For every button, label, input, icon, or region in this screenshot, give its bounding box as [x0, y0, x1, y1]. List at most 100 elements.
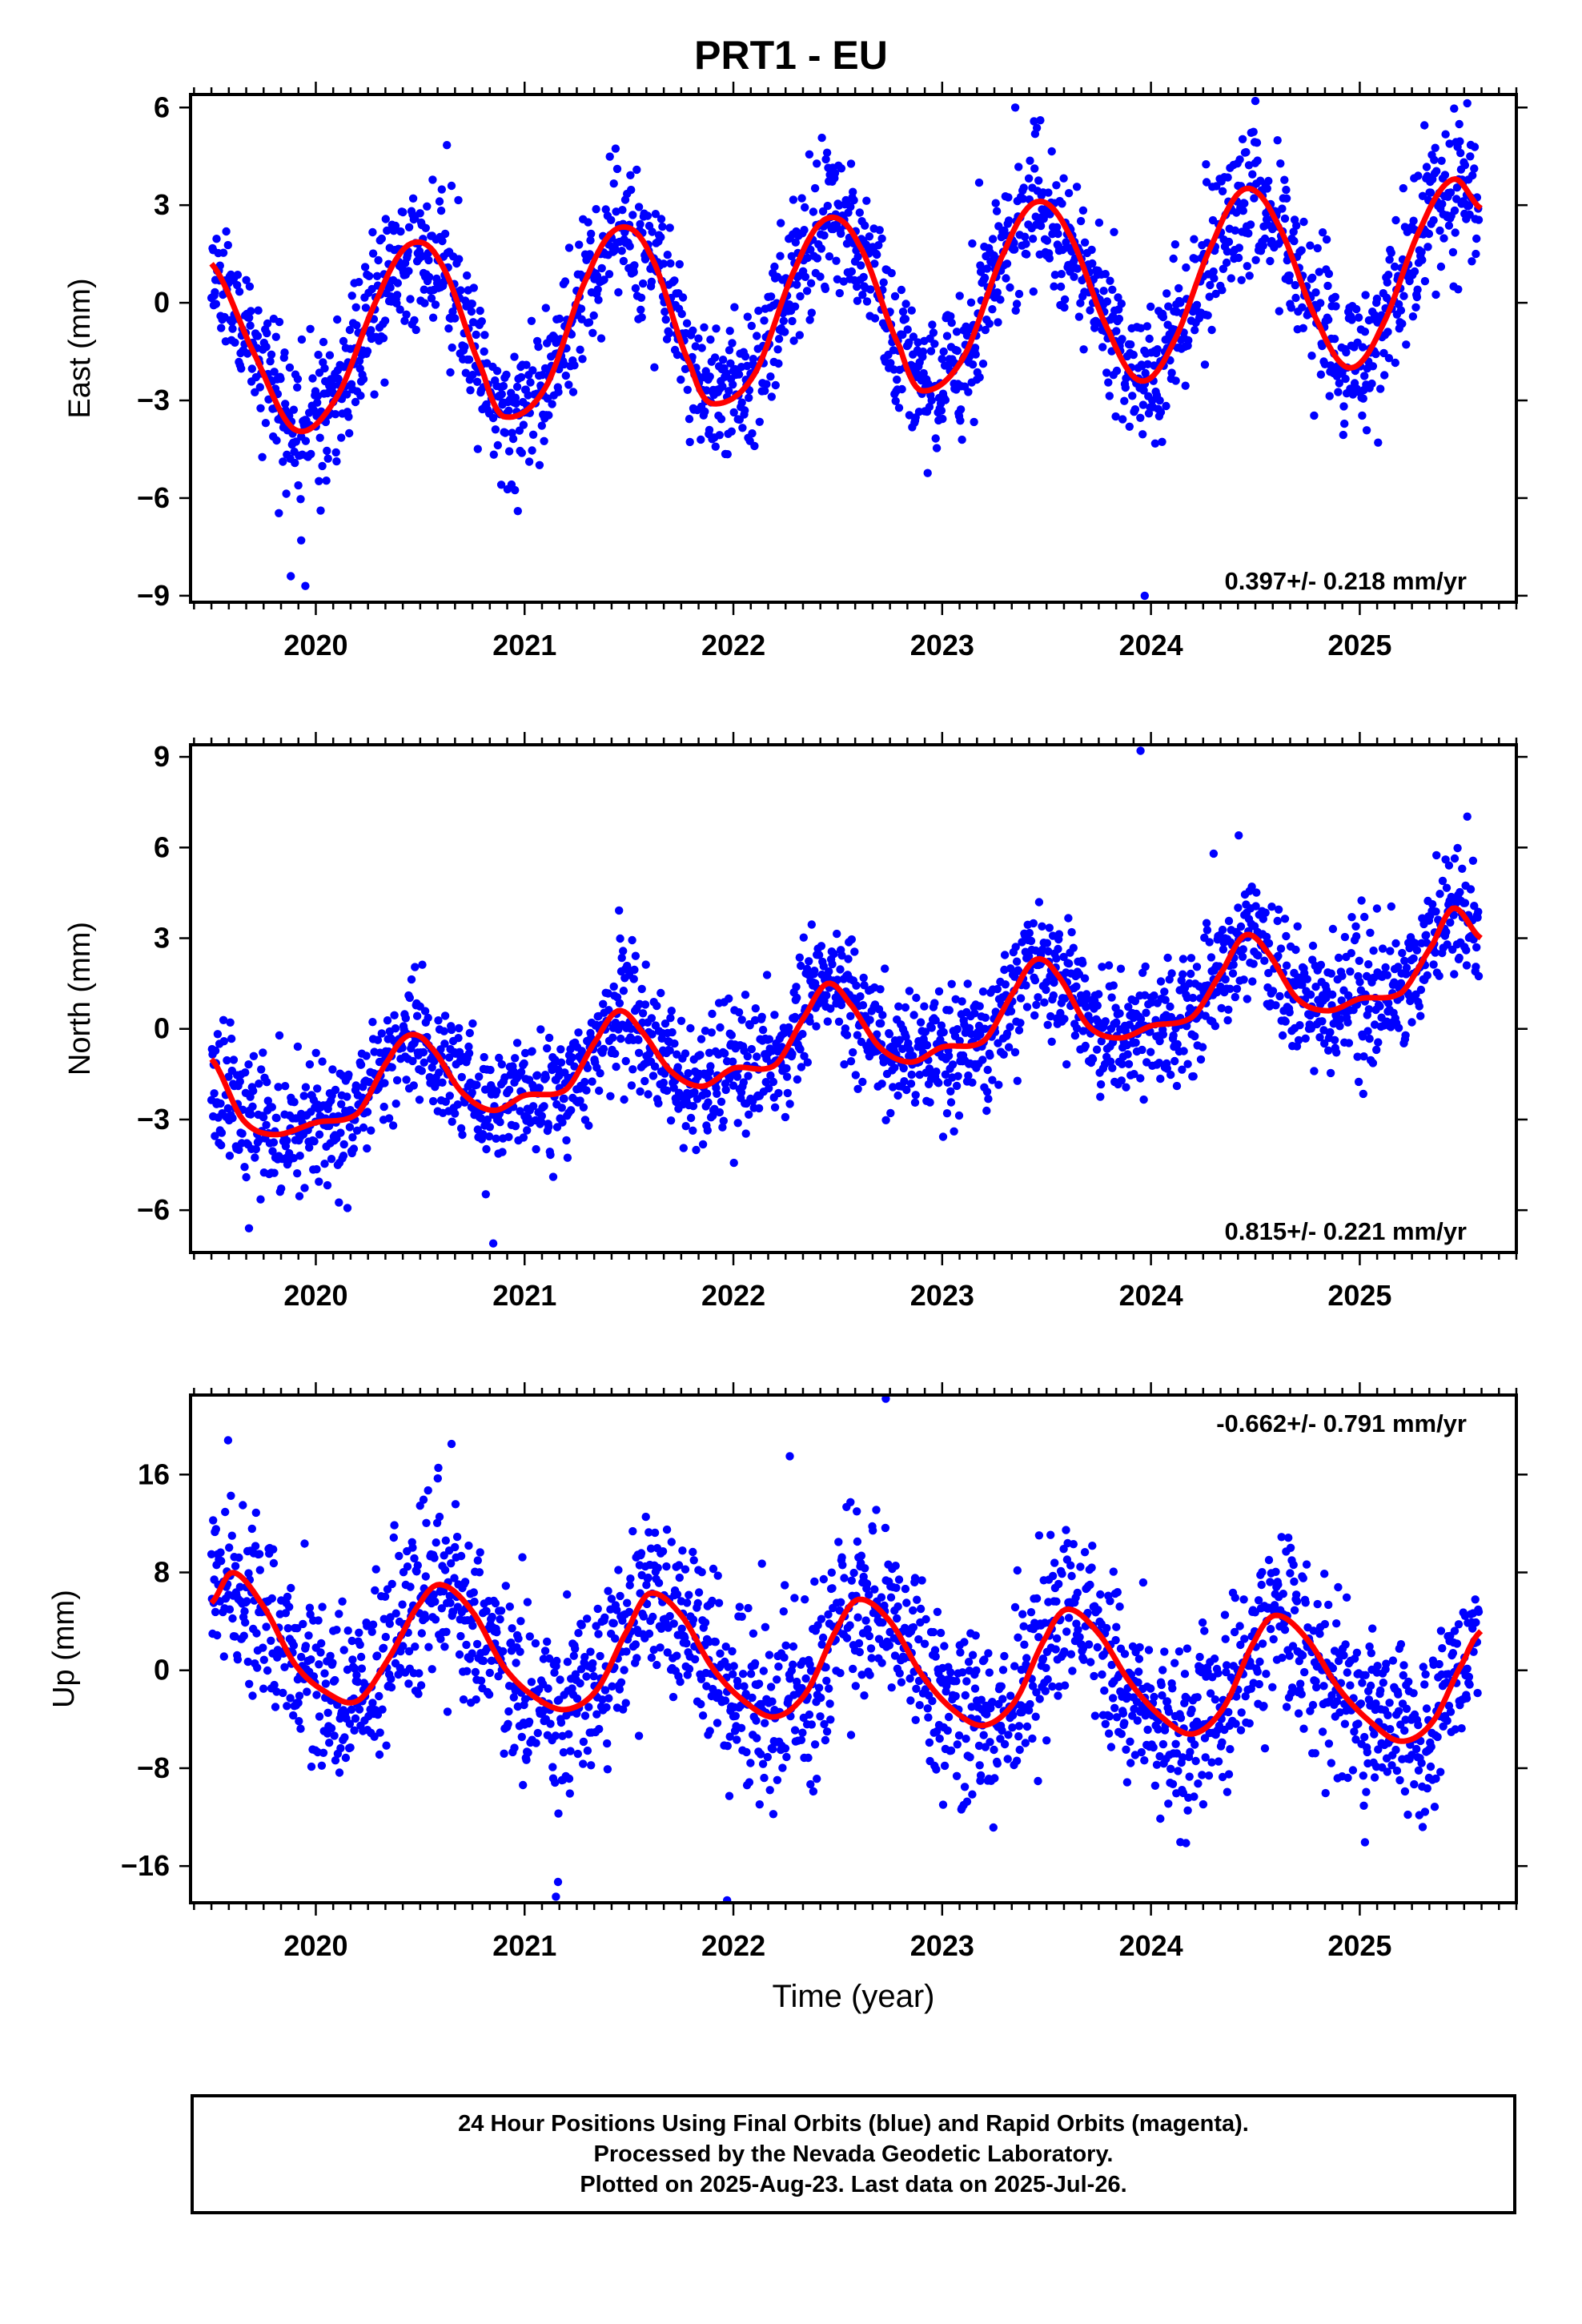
data-point	[540, 1102, 548, 1111]
data-point	[576, 345, 584, 354]
data-point	[1456, 887, 1464, 897]
data-point	[745, 393, 753, 402]
data-point	[216, 1548, 225, 1557]
data-point	[823, 201, 833, 211]
data-point	[608, 1033, 617, 1043]
data-point	[849, 195, 858, 205]
data-point	[295, 1192, 304, 1200]
data-point	[1234, 253, 1243, 263]
data-point	[750, 1015, 760, 1025]
data-point	[847, 267, 857, 276]
data-point	[403, 1562, 412, 1571]
data-point	[807, 308, 816, 317]
data-point	[269, 1545, 278, 1554]
data-point	[1050, 282, 1058, 291]
plot-area-up	[207, 1395, 1484, 1903]
data-point	[472, 1639, 482, 1649]
data-point	[481, 1190, 490, 1199]
data-point	[858, 291, 867, 300]
data-point	[340, 1733, 349, 1742]
data-point	[859, 272, 868, 282]
data-point	[1398, 320, 1407, 328]
data-point	[948, 1060, 958, 1069]
data-point	[1417, 247, 1426, 256]
data-point	[1011, 943, 1020, 951]
data-point	[1346, 967, 1355, 976]
data-point	[909, 1011, 918, 1019]
data-point	[1322, 235, 1331, 244]
data-point	[440, 1039, 449, 1048]
data-point	[807, 920, 816, 929]
data-point	[1106, 276, 1114, 285]
data-point	[323, 446, 331, 456]
data-point	[476, 1114, 486, 1123]
data-point	[395, 1551, 404, 1561]
data-point	[968, 360, 978, 369]
data-point	[381, 215, 390, 223]
data-point	[380, 378, 389, 387]
data-point	[289, 405, 299, 414]
data-point	[316, 1648, 325, 1657]
data-point	[816, 272, 825, 281]
data-point	[1396, 306, 1406, 315]
data-point	[562, 1136, 571, 1145]
data-point	[335, 1610, 343, 1618]
data-point	[1315, 267, 1324, 276]
data-point	[1379, 348, 1388, 358]
data-point	[1347, 316, 1356, 324]
data-point	[737, 398, 746, 407]
data-point	[1386, 947, 1395, 955]
data-point	[532, 1144, 540, 1154]
data-point	[283, 1592, 292, 1602]
data-point	[1136, 1015, 1146, 1023]
data-point	[1278, 204, 1287, 213]
data-point	[1078, 959, 1087, 968]
data-point	[520, 1048, 530, 1058]
data-point	[555, 314, 564, 324]
data-point	[372, 271, 382, 280]
data-point	[1032, 123, 1042, 132]
data-point	[1034, 993, 1042, 1002]
data-point	[320, 364, 329, 373]
data-point	[760, 316, 769, 325]
data-point	[877, 1019, 885, 1028]
data-point	[934, 1079, 943, 1088]
data-point	[1082, 995, 1092, 1004]
data-point	[1202, 178, 1211, 187]
data-point	[1242, 147, 1251, 157]
data-point	[599, 1044, 608, 1054]
data-point	[905, 411, 914, 420]
data-point	[781, 328, 789, 336]
data-point	[476, 1548, 484, 1557]
data-point	[862, 196, 871, 205]
data-point	[249, 1087, 258, 1096]
data-point	[235, 1582, 244, 1591]
data-point	[235, 287, 244, 296]
data-point	[375, 1691, 383, 1701]
data-point	[1307, 352, 1316, 360]
data-point	[512, 1659, 520, 1667]
data-point	[1078, 206, 1088, 215]
data-point	[678, 293, 688, 302]
data-point	[626, 171, 635, 179]
data-point	[698, 1140, 708, 1149]
data-point	[317, 1638, 326, 1648]
data-point	[445, 1092, 454, 1100]
data-point	[1375, 1002, 1384, 1011]
data-point	[504, 1132, 513, 1142]
data-point	[1280, 175, 1289, 184]
data-point	[966, 298, 976, 307]
data-point	[1105, 392, 1114, 400]
data-point	[1463, 812, 1472, 821]
data-point	[294, 480, 303, 490]
data-point	[439, 1586, 448, 1596]
data-point	[770, 262, 779, 271]
data-point	[853, 296, 862, 305]
data-point	[716, 1023, 725, 1032]
data-point	[861, 221, 869, 230]
data-point	[852, 981, 861, 990]
data-point	[451, 1500, 460, 1509]
data-point	[619, 947, 628, 955]
data-point	[242, 275, 251, 284]
data-point	[1360, 328, 1370, 336]
